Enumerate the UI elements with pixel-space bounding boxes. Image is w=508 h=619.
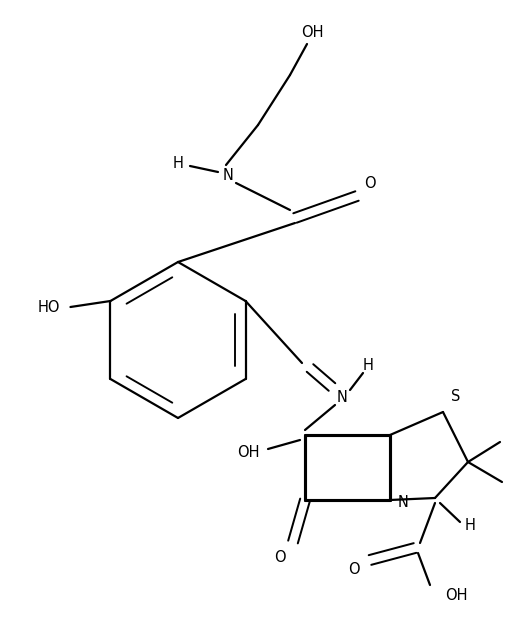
Text: O: O: [364, 176, 376, 191]
Text: OH: OH: [237, 444, 259, 459]
Text: N: N: [398, 495, 409, 509]
Text: S: S: [451, 389, 460, 404]
Text: N: N: [337, 389, 347, 404]
Text: HO: HO: [38, 300, 60, 314]
Text: H: H: [465, 517, 476, 532]
Text: N: N: [223, 168, 234, 183]
Text: H: H: [173, 155, 183, 170]
Text: H: H: [363, 358, 373, 373]
Text: O: O: [274, 550, 286, 566]
Text: OH: OH: [301, 25, 323, 40]
Text: O: O: [348, 563, 360, 578]
Text: OH: OH: [445, 587, 467, 602]
